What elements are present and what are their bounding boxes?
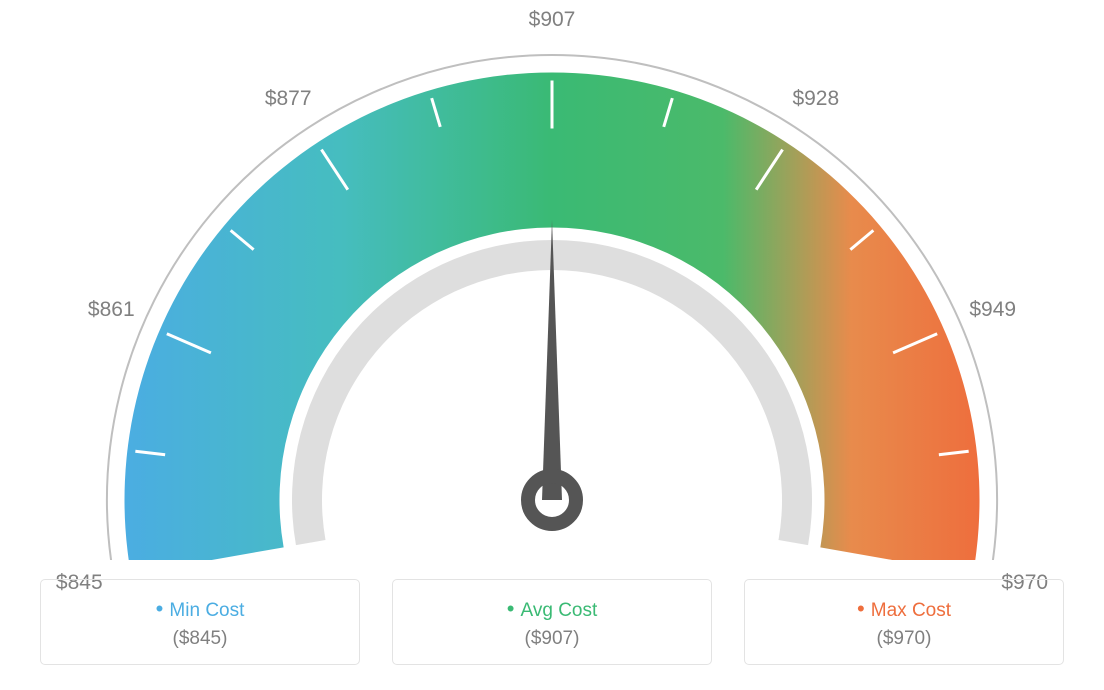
gauge-chart: $845$861$877$907$928$949$970 xyxy=(0,0,1104,560)
legend-min-label: Min Cost xyxy=(41,596,359,622)
gauge-svg xyxy=(0,0,1104,560)
legend-max-box: Max Cost ($970) xyxy=(744,579,1064,665)
legend-min-box: Min Cost ($845) xyxy=(40,579,360,665)
legend-avg-box: Avg Cost ($907) xyxy=(392,579,712,665)
tick-label: $861 xyxy=(88,298,135,322)
tick-label: $949 xyxy=(969,298,1016,322)
legend-max-value: ($970) xyxy=(745,628,1063,650)
legend-min-value: ($845) xyxy=(41,628,359,650)
tick-label: $877 xyxy=(265,87,312,111)
legend-avg-value: ($907) xyxy=(393,628,711,650)
legend-max-label: Max Cost xyxy=(745,596,1063,622)
tick-label: $928 xyxy=(792,87,839,111)
legend-row: Min Cost ($845) Avg Cost ($907) Max Cost… xyxy=(0,579,1104,665)
tick-label: $907 xyxy=(529,8,576,32)
legend-avg-label: Avg Cost xyxy=(393,596,711,622)
